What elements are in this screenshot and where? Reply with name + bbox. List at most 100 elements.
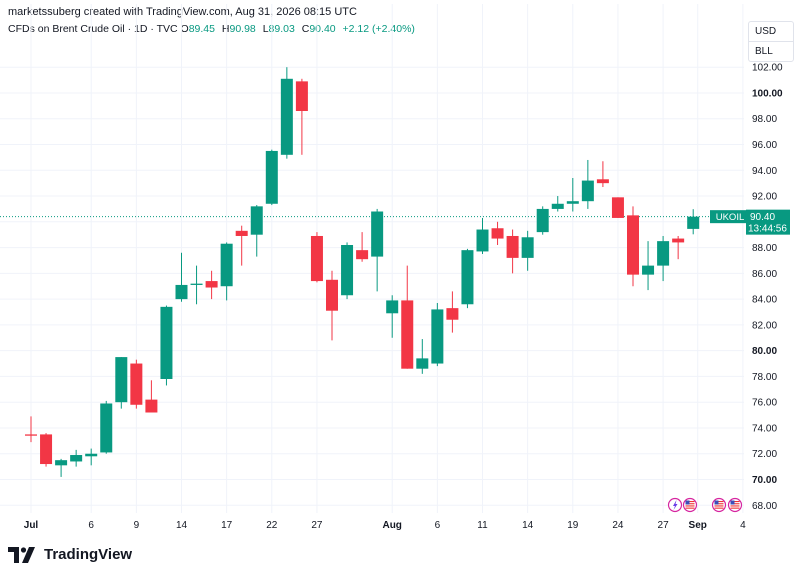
currency-label[interactable]: USD xyxy=(755,26,777,37)
candle-body xyxy=(175,284,188,300)
candle-body xyxy=(506,235,519,258)
currency-unit-selector[interactable]: USD BLL xyxy=(748,21,794,62)
y-tick-label: 100.00 xyxy=(752,88,783,99)
lightning-icon[interactable] xyxy=(667,497,683,513)
candle-body xyxy=(115,357,128,403)
candle-up xyxy=(476,217,489,255)
low-value: 89.03 xyxy=(268,23,295,35)
y-tick-label: 78.00 xyxy=(752,372,777,383)
candle-body xyxy=(371,211,384,257)
last-price-tag-bg xyxy=(746,209,790,235)
x-tick-label: 22 xyxy=(266,520,278,531)
candle-up xyxy=(115,357,128,409)
us-flag-icon[interactable] xyxy=(682,497,698,513)
x-tick-label: Jul xyxy=(24,520,39,531)
candle-body xyxy=(642,265,655,275)
event-markers xyxy=(667,497,743,513)
candle-down xyxy=(130,359,143,409)
candle-body xyxy=(566,201,579,204)
candle-down xyxy=(356,232,369,262)
candle-down xyxy=(326,270,338,341)
candle-body xyxy=(40,434,53,465)
candle-body xyxy=(341,245,354,296)
candle-body xyxy=(160,306,173,379)
candle-up xyxy=(521,230,534,271)
countdown-timer: 13:44:56 xyxy=(748,224,787,235)
candle-body xyxy=(250,206,263,235)
candle-body xyxy=(536,208,549,233)
tradingview-logo-icon xyxy=(8,546,35,563)
x-tick-label: Sep xyxy=(689,520,707,531)
candle-body xyxy=(70,455,83,462)
candle-body xyxy=(235,230,248,236)
x-tick-label: Aug xyxy=(382,520,401,531)
x-tick-label: 14 xyxy=(176,520,188,531)
open-label: O xyxy=(180,23,189,35)
candle-body xyxy=(220,243,233,287)
low-label: L xyxy=(262,23,269,35)
candle-down xyxy=(295,78,308,155)
candle-up xyxy=(250,205,263,257)
candle-up xyxy=(431,302,444,367)
candle-down xyxy=(40,433,53,467)
unit-label[interactable]: BLL xyxy=(749,41,793,61)
candle-down xyxy=(506,229,519,274)
candle-body xyxy=(431,309,444,364)
candle-body xyxy=(627,215,639,275)
x-tick-label: 6 xyxy=(435,520,441,531)
candle-body xyxy=(190,283,203,285)
brand-name: TradingView xyxy=(44,546,133,563)
candle-body xyxy=(100,403,113,453)
candle-body xyxy=(265,150,278,204)
y-tick-label: 70.00 xyxy=(752,475,777,486)
candle-body xyxy=(461,250,474,305)
candle-down xyxy=(25,416,37,443)
ticker-tag-label: UKOIL xyxy=(716,212,745,223)
candle-up xyxy=(581,159,594,209)
candle-down xyxy=(205,270,218,300)
candle-up xyxy=(657,235,670,282)
candle-up xyxy=(566,178,579,212)
y-tick-label: 72.00 xyxy=(752,449,777,460)
candle-up xyxy=(85,448,98,466)
candle-body xyxy=(145,399,158,413)
close-label: C xyxy=(301,23,310,35)
candle-body xyxy=(672,238,685,243)
x-tick-label: 14 xyxy=(522,520,534,531)
candle-up xyxy=(55,458,68,477)
candle-up xyxy=(416,339,429,374)
high-value: 90.98 xyxy=(229,23,256,35)
candle-body xyxy=(386,300,399,314)
us-flag-icon[interactable] xyxy=(727,497,743,513)
close-value: 90.40 xyxy=(309,23,336,35)
candle-up xyxy=(386,295,399,338)
y-tick-label: 102.00 xyxy=(752,63,783,74)
y-tick-label: 98.00 xyxy=(752,114,777,125)
candle-body xyxy=(25,434,37,436)
candle-down xyxy=(145,380,158,413)
candles xyxy=(25,67,700,477)
x-tick-label: 24 xyxy=(612,520,624,531)
y-tick-label: 84.00 xyxy=(752,295,777,306)
candle-up xyxy=(551,196,564,212)
x-tick-label: 19 xyxy=(567,520,579,531)
tradingview-logo[interactable]: TradingView xyxy=(8,546,132,563)
candle-body xyxy=(205,281,218,288)
us-flag-icon[interactable] xyxy=(711,497,727,513)
candle-body xyxy=(55,460,68,466)
candle-up xyxy=(341,242,354,300)
chart-attribution: marketssuberg created with TradingView.c… xyxy=(8,6,357,18)
y-tick-label: 92.00 xyxy=(752,192,777,203)
candle-body xyxy=(657,241,670,266)
candle-body xyxy=(326,279,338,311)
symbol-description[interactable]: CFDs on Brent Crude Oil · 1D · TVC xyxy=(8,23,178,35)
y-tick-label: 88.00 xyxy=(752,243,777,254)
x-axis: Jul 6 9 14 17 22 27 Aug 6 11 14 19 24 27 Sep 4 xyxy=(24,520,746,531)
candle-down xyxy=(446,291,459,333)
candle-up xyxy=(175,252,188,302)
candle-up xyxy=(190,265,203,305)
x-tick-label: 9 xyxy=(134,520,140,531)
candle-body xyxy=(521,237,534,258)
